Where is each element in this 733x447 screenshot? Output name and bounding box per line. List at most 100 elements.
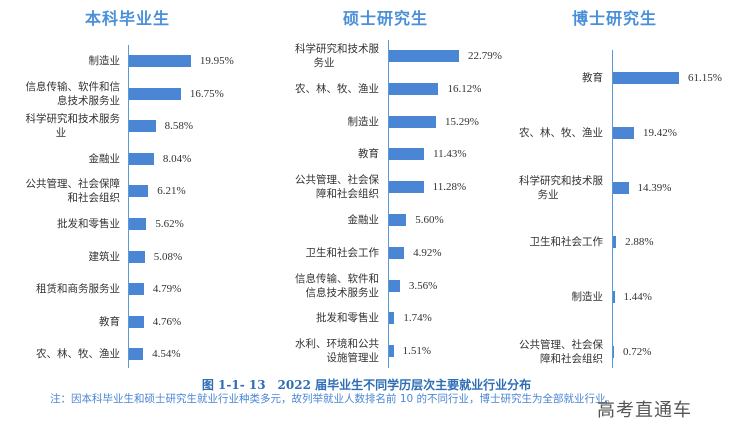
category-label: 金融业 <box>2 152 121 166</box>
category-label-line: 和社会组织 <box>67 192 121 205</box>
category-label-line: 教育 <box>582 72 603 84</box>
bar <box>129 315 144 328</box>
bar <box>129 250 145 263</box>
category-label-line: 公共管理、社会保 <box>519 339 603 351</box>
category-label: 金融业 <box>269 213 380 227</box>
category-label: 公共管理、社会保障和社会组织 <box>493 338 603 366</box>
category-label-line: 水利、环境和公共 <box>295 338 379 351</box>
bar <box>613 346 614 358</box>
chart-panel-masters: 硕士研究生 科学研究和技术服 务业 22.79% 农、林、牧、渔业 16.12% 制造业 1… <box>269 9 502 368</box>
value-label: 11.28% <box>432 181 467 194</box>
y-axis-line <box>612 50 613 368</box>
category-label-line: 制造业 <box>571 291 604 304</box>
category-label: 租赁和商务服务业 <box>2 282 120 296</box>
category-label-line: 批发和零售业 <box>57 218 120 230</box>
category-label-line: 教育 <box>99 315 120 328</box>
category-label: 教育 <box>269 147 379 161</box>
category-label-line: 信息传输、软件和信 <box>25 80 121 93</box>
category-label-line: 教育 <box>358 148 379 161</box>
category-label: 农、林、牧、渔业 <box>269 82 379 96</box>
value-label: 11.43% <box>433 148 467 161</box>
value-label: 5.60% <box>415 214 444 226</box>
category-label: 批发和零售业 <box>2 217 120 231</box>
category-label: 公共管理、社会保障和社会组织 <box>269 173 379 201</box>
category-label-line: 批发和零售业 <box>316 312 379 325</box>
value-label: 6.21% <box>157 185 186 198</box>
bar <box>613 181 629 194</box>
bar <box>613 291 615 304</box>
category-label: 信息传输、软件和信息技术服务业 <box>2 80 121 108</box>
value-label: 19.42% <box>642 126 677 139</box>
category-label-line: 金融业 <box>88 152 121 165</box>
value-label: 2.88% <box>625 236 654 249</box>
category-label-line: 租赁和商务服务业 <box>36 283 120 296</box>
value-label: 22.79% <box>467 50 502 62</box>
category-label-line: 农、林、牧、渔业 <box>36 348 120 361</box>
bar <box>389 82 439 95</box>
value-label: 15.29% <box>444 115 479 128</box>
value-label: 61.15% <box>688 72 722 84</box>
watermark: 高考直通车 <box>597 400 692 421</box>
bar <box>389 246 405 259</box>
bar <box>389 345 394 358</box>
bar <box>389 279 400 292</box>
category-label-line: 务业 <box>537 188 559 201</box>
category-label: 农、林、牧、渔业 <box>493 126 603 140</box>
value-label: 8.58% <box>164 120 194 133</box>
category-label: 卫生和社会工作 <box>493 235 604 249</box>
category-label-line: 科学研究和技术服 <box>519 174 603 187</box>
category-label-line: 农、林、牧、渔业 <box>519 126 603 139</box>
category-label-line: 公共管理、社会保障 <box>25 178 121 191</box>
category-label: 科学研究和技术服务业 <box>269 42 379 70</box>
bar <box>129 185 149 198</box>
category-label: 公共管理、社会保障和社会组织 <box>2 177 121 205</box>
category-label-line: 卫生和社会工作 <box>529 236 604 249</box>
category-label-line: 息技术服务业 <box>57 94 120 107</box>
category-label-line: 制造业 <box>88 55 121 67</box>
category-label-line: 建筑业 <box>88 250 121 263</box>
category-label: 卫生和社会工作 <box>269 246 380 260</box>
bar <box>129 218 147 230</box>
y-axis-line <box>388 40 389 368</box>
category-label: 教育 <box>493 71 603 85</box>
value-label: 8.04% <box>162 152 192 165</box>
bar <box>389 312 395 325</box>
category-label: 科学研究和技术服务业 <box>2 112 121 140</box>
bar <box>129 152 154 165</box>
category-label-line: 科学研究和技术服务 <box>25 113 121 126</box>
category-label: 水利、环境和公共 设施管理业 <box>269 337 379 365</box>
value-label: 4.76% <box>152 315 182 328</box>
value-label: 1.74% <box>403 312 432 325</box>
category-label: 制造业 <box>493 290 604 304</box>
bar <box>613 72 680 84</box>
category-label: 教育 <box>2 315 120 329</box>
category-label-line: 公共管理、社会保 <box>295 174 379 187</box>
category-label-line: 设施管理业 <box>326 352 380 365</box>
category-label: 制造业 <box>269 115 380 129</box>
value-label: 16.75% <box>189 87 224 100</box>
bar <box>613 236 617 249</box>
category-label-line: 制造业 <box>347 115 380 128</box>
value-label: 5.08% <box>153 250 183 263</box>
category-label-line: 科学研究和技术服 <box>295 43 379 55</box>
bar <box>129 120 156 133</box>
category-label-line: 障和社会组织 <box>316 188 379 201</box>
category-label-line: 卫生和社会工作 <box>305 246 380 259</box>
category-label: 批发和零售业 <box>269 311 379 325</box>
chart-panel-doctoral: 博士研究生 教育 61.15% 农、林、牧、渔业 19.42% 科学研究和技术服 务业 14… <box>493 9 722 368</box>
bar <box>613 126 634 139</box>
figure-caption: 图 1-1- 13 2022 届毕业生不同学历层次主要就业行业分布 <box>201 378 532 392</box>
category-label-line: 务业 <box>313 57 335 69</box>
bar <box>389 214 407 226</box>
value-label: 4.54% <box>152 348 181 361</box>
value-label: 0.72% <box>623 346 652 358</box>
chart-title: 本科毕业生 <box>85 9 171 28</box>
bar <box>389 115 436 128</box>
y-axis-line <box>128 45 129 368</box>
category-label: 建筑业 <box>2 250 121 264</box>
value-label: 14.39% <box>637 181 672 194</box>
figure-note: 注：因本科毕业生和硕士研究生就业行业种类多元，故列举就业人数排名前 10 的不同… <box>50 393 617 405</box>
value-label: 1.44% <box>623 291 652 304</box>
bar <box>129 87 181 100</box>
value-label: 3.56% <box>408 279 438 292</box>
